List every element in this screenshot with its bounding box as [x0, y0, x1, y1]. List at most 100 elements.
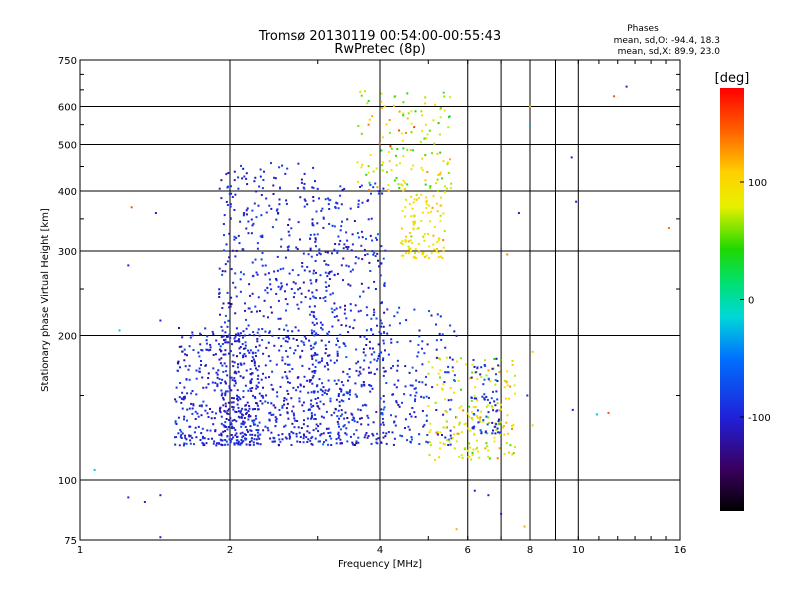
- data-point: [484, 359, 486, 362]
- data-point: [322, 297, 325, 300]
- data-point: [312, 269, 315, 272]
- data-point: [226, 390, 229, 393]
- data-point: [439, 108, 442, 111]
- data-point: [382, 161, 385, 164]
- data-point: [243, 433, 246, 436]
- data-point: [275, 209, 278, 212]
- data-point: [404, 385, 407, 388]
- data-point: [306, 417, 309, 420]
- data-point: [261, 395, 264, 398]
- data-point: [340, 390, 343, 393]
- data-point: [336, 420, 339, 423]
- data-point: [314, 238, 317, 241]
- data-point: [311, 224, 314, 226]
- data-point: [319, 388, 322, 391]
- data-point: [256, 378, 259, 380]
- data-point: [261, 234, 264, 237]
- data-point: [322, 217, 325, 220]
- data-point: [444, 346, 447, 349]
- data-point: [436, 189, 439, 192]
- data-point: [470, 376, 473, 379]
- data-point: [421, 253, 424, 256]
- data-point: [370, 217, 373, 220]
- data-point: [271, 334, 274, 337]
- data-point: [268, 204, 271, 207]
- data-point: [306, 430, 309, 433]
- data-point: [342, 425, 345, 428]
- data-point: [258, 185, 261, 188]
- data-point: [178, 345, 181, 348]
- data-point: [347, 283, 350, 286]
- data-point: [442, 160, 445, 163]
- data-point: [314, 341, 317, 344]
- data-point: [212, 442, 215, 445]
- data-point: [395, 400, 398, 403]
- data-point: [217, 369, 220, 372]
- data-point: [411, 366, 414, 369]
- data-point: [495, 373, 497, 376]
- data-point: [427, 233, 430, 235]
- data-point: [398, 187, 401, 189]
- data-point: [224, 341, 227, 344]
- data-point: [318, 252, 321, 255]
- data-point: [224, 370, 227, 373]
- data-point: [390, 147, 393, 150]
- data-point: [247, 415, 250, 418]
- data-point: [321, 382, 324, 385]
- data-point: [380, 332, 383, 335]
- data-point: [267, 341, 270, 344]
- data-point: [384, 349, 386, 352]
- data-point: [381, 192, 384, 195]
- data-point: [283, 403, 286, 406]
- data-point: [303, 187, 306, 190]
- data-point: [278, 198, 281, 201]
- data-point: [529, 123, 531, 126]
- data-point: [382, 339, 385, 342]
- data-point: [421, 114, 424, 117]
- data-point: [283, 425, 286, 428]
- data-point: [385, 432, 388, 435]
- data-point: [355, 395, 358, 398]
- data-point: [395, 386, 398, 389]
- data-point: [218, 187, 221, 190]
- data-point: [234, 272, 237, 275]
- data-point: [259, 443, 262, 446]
- data-point: [472, 359, 475, 361]
- data-point: [484, 447, 487, 450]
- data-point: [312, 272, 315, 275]
- data-point: [316, 187, 319, 190]
- data-point: [174, 420, 177, 423]
- data-point: [486, 398, 489, 401]
- data-point: [359, 372, 362, 375]
- data-point: [367, 366, 370, 369]
- data-point: [492, 390, 494, 393]
- data-point: [435, 431, 438, 434]
- data-point: [216, 373, 219, 376]
- data-point: [233, 442, 236, 445]
- data-point: [297, 288, 300, 291]
- data-point: [379, 423, 382, 426]
- data-point: [439, 116, 442, 119]
- data-point: [230, 427, 233, 430]
- data-point: [356, 421, 359, 424]
- data-point: [221, 273, 224, 276]
- data-point: [242, 347, 245, 350]
- data-point: [220, 415, 223, 418]
- data-point: [496, 427, 499, 430]
- data-point: [324, 352, 327, 355]
- data-point: [486, 432, 489, 435]
- data-point: [439, 358, 442, 361]
- data-point: [322, 416, 325, 419]
- data-point: [357, 203, 360, 206]
- data-point: [330, 437, 333, 440]
- data-point: [248, 283, 251, 286]
- data-point: [381, 164, 384, 167]
- data-point: [224, 430, 227, 433]
- data-point: [411, 384, 414, 387]
- data-point: [264, 264, 267, 267]
- data-point: [435, 339, 438, 342]
- data-point: [426, 171, 429, 173]
- data-point: [383, 282, 386, 285]
- data-point: [437, 256, 440, 259]
- data-point: [429, 187, 432, 190]
